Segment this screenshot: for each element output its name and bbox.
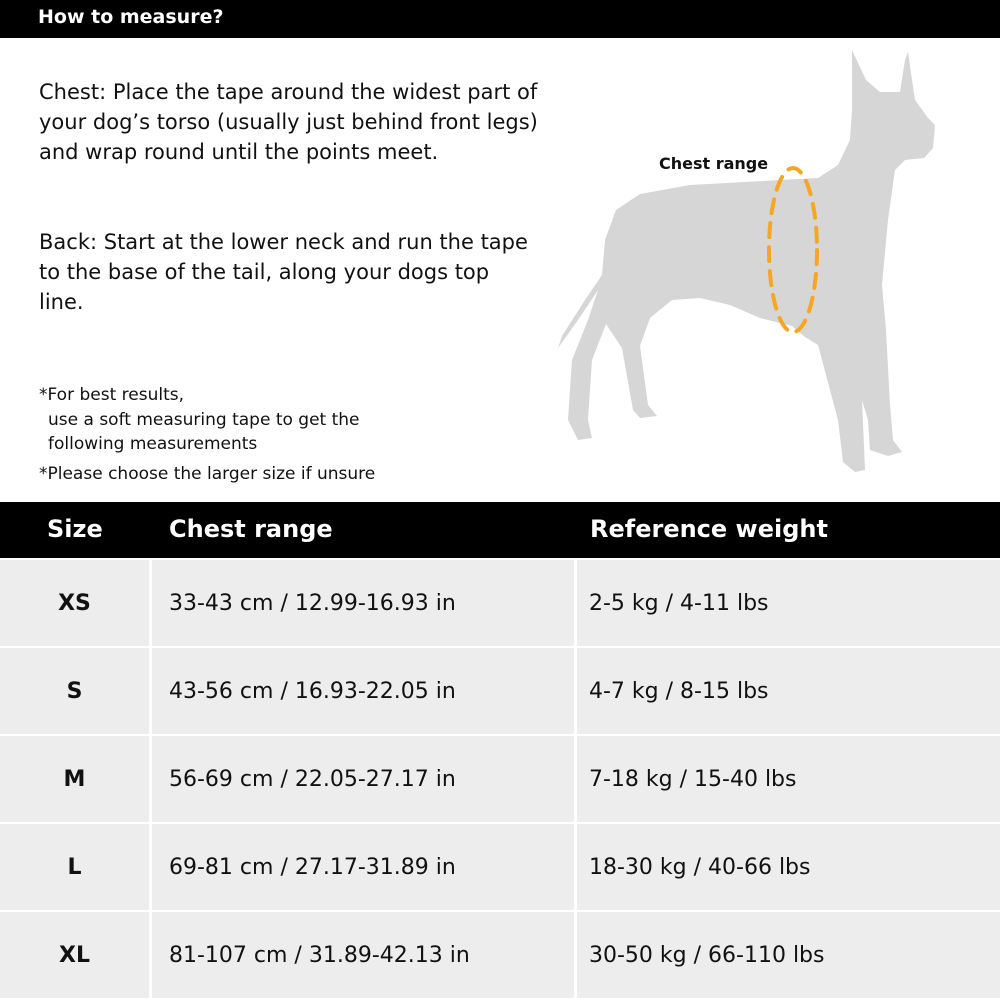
chest-cell: 81-107 cm / 31.89-42.13 in (152, 912, 574, 998)
header-bar: How to measure? (0, 0, 1000, 38)
header-chest-range: Chest range (169, 515, 333, 543)
note-line-4: *Please choose the larger size if unsure (39, 464, 376, 484)
table-row: M 56-69 cm / 22.05-27.17 in 7-18 kg / 15… (0, 736, 1000, 822)
note-line-1: *For best results, (39, 385, 184, 405)
weight-cell: 2-5 kg / 4-11 lbs (577, 560, 1000, 646)
header-size: Size (47, 515, 103, 543)
chest-cell: 69-81 cm / 27.17-31.89 in (152, 824, 574, 910)
table-row: XS 33-43 cm / 12.99-16.93 in 2-5 kg / 4-… (0, 560, 1000, 646)
size-cell: L (0, 824, 149, 910)
chest-tape-icon (767, 166, 819, 334)
table-row: L 69-81 cm / 27.17-31.89 in 18-30 kg / 4… (0, 824, 1000, 910)
weight-cell: 4-7 kg / 8-15 lbs (577, 648, 1000, 734)
header-reference-weight: Reference weight (590, 515, 828, 543)
back-instruction: Back: Start at the lower neck and run th… (39, 230, 528, 314)
weight-cell: 7-18 kg / 15-40 lbs (577, 736, 1000, 822)
chest-instruction: Chest: Place the tape around the widest … (39, 80, 538, 164)
weight-cell: 30-50 kg / 66-110 lbs (577, 912, 1000, 998)
table-header: Size Chest range Reference weight (0, 502, 1000, 558)
header-title: How to measure? (38, 6, 224, 28)
chest-cell: 56-69 cm / 22.05-27.17 in (152, 736, 574, 822)
dog-silhouette (558, 50, 935, 472)
size-cell: XL (0, 912, 149, 998)
size-cell: S (0, 648, 149, 734)
chest-cell: 33-43 cm / 12.99-16.93 in (152, 560, 574, 646)
weight-cell: 18-30 kg / 40-66 lbs (577, 824, 1000, 910)
chest-range-label: Chest range (659, 154, 769, 173)
note-line-2: use a soft measuring tape to get the (48, 410, 360, 430)
note-line-3: following measurements (48, 434, 258, 454)
chest-cell: 43-56 cm / 16.93-22.05 in (152, 648, 574, 734)
size-cell: M (0, 736, 149, 822)
size-cell: XS (0, 560, 149, 646)
table-row: S 43-56 cm / 16.93-22.05 in 4-7 kg / 8-1… (0, 648, 1000, 734)
dog-illustration (558, 50, 935, 472)
table-row: XL 81-107 cm / 31.89-42.13 in 30-50 kg /… (0, 912, 1000, 998)
